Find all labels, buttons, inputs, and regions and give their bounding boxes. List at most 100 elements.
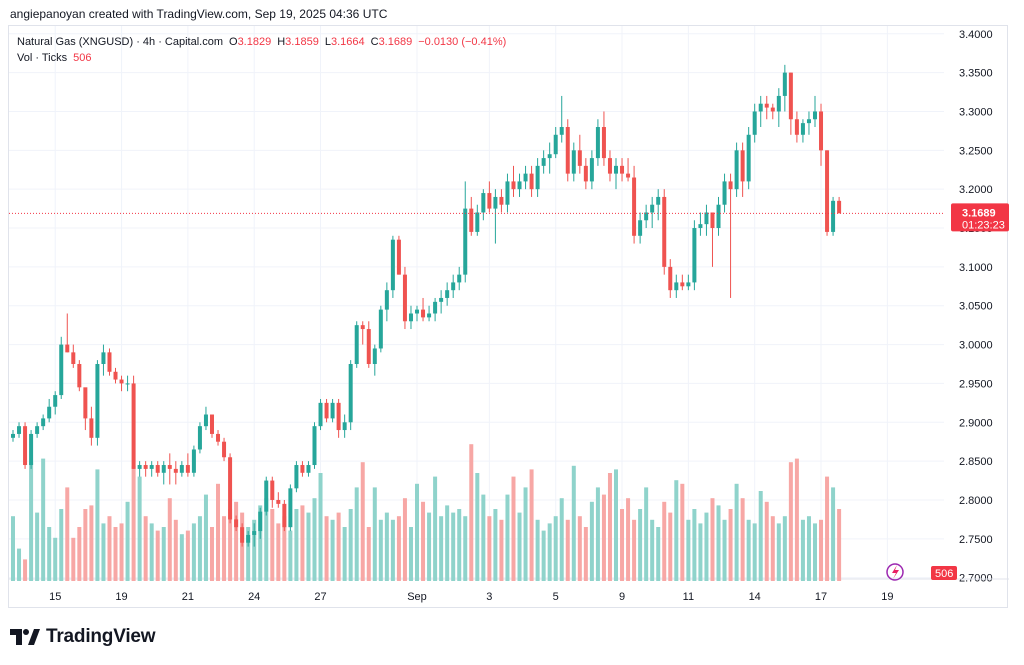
candle-body bbox=[17, 426, 22, 434]
volume-bar bbox=[264, 498, 269, 581]
candle-body bbox=[264, 480, 269, 512]
candle-body bbox=[402, 274, 407, 322]
volume-bar bbox=[475, 473, 480, 581]
symbol-label[interactable]: Natural Gas (XNGUSD) · 4h · Capital.com bbox=[17, 36, 223, 48]
volume-bar bbox=[252, 519, 257, 581]
volume-bar bbox=[41, 458, 46, 581]
volume-bar bbox=[59, 509, 64, 581]
volume-bar bbox=[390, 519, 395, 581]
volume-bar bbox=[547, 523, 552, 581]
volume-bar bbox=[493, 509, 498, 581]
volume-bar bbox=[137, 476, 142, 581]
candle-body bbox=[589, 158, 594, 182]
candle-body bbox=[607, 158, 612, 174]
candle-body bbox=[300, 465, 305, 473]
candle-body bbox=[29, 433, 34, 466]
volume-bar bbox=[282, 516, 287, 581]
candle-body bbox=[601, 127, 606, 159]
candle-body bbox=[35, 426, 40, 434]
candle-body bbox=[312, 426, 317, 466]
volume-bar bbox=[583, 527, 588, 581]
candle-body bbox=[59, 344, 64, 396]
candle-body bbox=[41, 418, 46, 427]
candle-body bbox=[125, 383, 130, 385]
volume-bar bbox=[312, 498, 317, 581]
candle-body bbox=[378, 309, 383, 349]
volume-bar bbox=[553, 516, 558, 581]
candle-body bbox=[499, 196, 504, 205]
lightning-icon-ring bbox=[886, 563, 904, 581]
candle-body bbox=[638, 220, 643, 236]
volume-label[interactable]: Vol · Ticks bbox=[17, 52, 68, 64]
candle-body bbox=[644, 212, 649, 221]
candle-body bbox=[246, 534, 251, 543]
y-tick-label: 3.4000 bbox=[959, 29, 993, 41]
candle-body bbox=[487, 193, 492, 209]
candle-body bbox=[71, 352, 76, 365]
candle-body bbox=[258, 511, 263, 532]
volume-bar bbox=[234, 501, 239, 581]
volume-bar bbox=[674, 480, 679, 581]
volume-bar bbox=[704, 512, 709, 581]
open-value: 3.1829 bbox=[237, 36, 272, 48]
volume-bar bbox=[595, 487, 600, 581]
candle-body bbox=[493, 196, 498, 209]
volume-bar bbox=[149, 523, 154, 581]
candle-body bbox=[137, 465, 142, 469]
candle-body bbox=[680, 282, 685, 287]
volume-bar bbox=[770, 516, 775, 581]
candle-body bbox=[203, 414, 208, 427]
volume-bar bbox=[300, 505, 305, 581]
candle-body bbox=[788, 72, 793, 120]
high-value: 3.1859 bbox=[285, 36, 319, 48]
volume-bar bbox=[408, 527, 413, 581]
volume-bar bbox=[330, 519, 335, 581]
volume-bar bbox=[439, 516, 444, 581]
candle-body bbox=[734, 150, 739, 190]
volume-bar bbox=[644, 487, 649, 581]
volume-bar bbox=[288, 530, 293, 581]
volume-bar bbox=[35, 512, 40, 581]
candle-body bbox=[276, 499, 281, 504]
candle-body bbox=[83, 387, 88, 419]
volume-bar bbox=[499, 519, 504, 581]
y-tick-label: 3.2500 bbox=[959, 145, 993, 157]
volume-bar bbox=[336, 512, 341, 581]
candle-body bbox=[390, 239, 395, 291]
candle-body bbox=[95, 364, 100, 438]
candle-body bbox=[728, 181, 733, 190]
volume-bar bbox=[638, 509, 643, 581]
volume-bar bbox=[806, 516, 811, 581]
volume-bar bbox=[83, 509, 88, 581]
close-value: 3.1689 bbox=[378, 36, 413, 48]
candle-body bbox=[481, 193, 486, 213]
volume-bar bbox=[161, 527, 166, 581]
candle-body bbox=[740, 150, 745, 182]
low-value: 3.1664 bbox=[330, 36, 365, 48]
candle-body bbox=[523, 173, 528, 182]
candle-body bbox=[746, 134, 751, 182]
candle-body bbox=[710, 212, 715, 229]
volume-bar bbox=[601, 494, 606, 581]
candle-body bbox=[553, 134, 558, 155]
candle-body bbox=[469, 208, 474, 232]
volume-bar bbox=[270, 509, 275, 581]
candle-body bbox=[336, 402, 341, 431]
candle-body bbox=[445, 290, 450, 298]
candle-body bbox=[692, 228, 697, 283]
candle-body bbox=[372, 348, 377, 365]
candle-body bbox=[565, 127, 570, 174]
price-chart[interactable]: 3.40003.35003.30003.25003.20003.15003.10… bbox=[9, 26, 1009, 609]
volume-bar bbox=[203, 494, 208, 581]
volume-bar bbox=[469, 444, 474, 581]
volume-bar bbox=[258, 505, 263, 581]
volume-bar bbox=[457, 509, 462, 581]
candle-body bbox=[113, 371, 118, 380]
volume-bar bbox=[837, 509, 842, 581]
volume-bar bbox=[113, 527, 118, 581]
candle-body bbox=[451, 282, 456, 291]
candle-body bbox=[547, 154, 552, 159]
y-tick-label: 2.9500 bbox=[959, 378, 993, 390]
volume-bar bbox=[360, 462, 365, 581]
candle-body bbox=[825, 150, 830, 232]
